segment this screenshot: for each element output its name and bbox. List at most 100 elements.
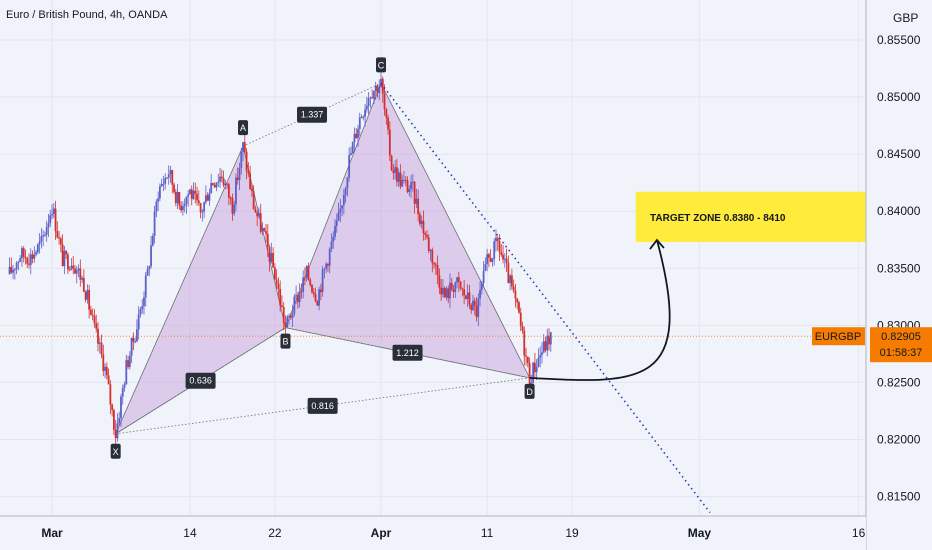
candle-up [493,241,496,259]
candle-up [44,234,46,236]
candle-up [70,265,73,270]
symbol-tag-text: EURGBP [815,331,861,343]
candle-up [128,355,131,367]
ratio-label [392,344,423,361]
candle-down [199,203,202,213]
candle-down [500,252,503,255]
x-tick-label: 14 [183,526,197,540]
candle-down [91,314,94,316]
candle-down [282,306,285,323]
candle-up [378,87,381,93]
point-label-c [375,57,386,73]
candle-up [348,155,351,178]
point-text: X [113,447,119,457]
point-text: B [282,337,288,347]
candle-down [296,295,299,303]
candle-down [263,228,266,231]
price-axis[interactable] [866,0,932,550]
candle-up [344,188,347,196]
candle-down [266,234,269,247]
candle-down [548,335,550,345]
candle-down [24,256,27,259]
candle-down [304,277,306,279]
candle-down [525,355,527,357]
candle-up [258,213,260,217]
candle-up [484,263,487,271]
candle-up [442,287,444,295]
candle-up [158,186,161,199]
candle-up [374,85,377,92]
candle-down [84,291,87,300]
candle-up [233,204,236,214]
candle-down [512,286,515,291]
y-tick-label: 0.85000 [877,90,921,104]
candle-up [357,128,359,138]
candle-up [153,211,156,236]
candle-down [526,356,529,364]
candle-down [450,282,453,290]
candle-down [54,208,57,232]
candle-up [365,105,368,110]
y-tick-label: 0.83500 [877,261,921,275]
candle-up [130,337,133,356]
candle-down [404,179,407,181]
x-tick-label: 11 [481,526,494,540]
candle-up [157,198,160,202]
candle-up [201,211,204,213]
candle-down [523,330,526,356]
candle-down [68,269,71,271]
x-axis-labels: Mar 14 22 Apr 11 19 May 16 [41,526,865,540]
time-axis[interactable] [0,516,866,550]
candle-down [383,93,386,110]
y-tick-label: 0.84000 [877,204,921,218]
candle-up [330,241,333,249]
price-tags: EURGBP 0.82905 01:58:37 [812,327,932,363]
candle-up [456,277,458,283]
candle-up [335,220,338,226]
candle-down [447,288,450,299]
candle-down [114,429,117,439]
candle-up [401,179,404,187]
candle-up [120,396,122,419]
candle-down [247,170,250,174]
candle-down [314,294,317,302]
candle-down [440,287,443,295]
candle-up [454,282,457,292]
candle-up [449,282,451,299]
candle-up [369,97,372,99]
candle-up [397,172,400,182]
candle-up [394,167,397,174]
candle-up [503,258,506,260]
candle-down [113,410,115,430]
candle-down [387,117,389,130]
candle-up [472,300,474,311]
candle-up [185,196,188,205]
candle-up [160,184,163,187]
candle-up [118,418,121,424]
candle-down [277,283,280,290]
candle-up [141,306,144,310]
candle-up [235,177,237,205]
ratio-text: 1.212 [396,348,419,358]
candle-up [353,133,356,143]
grid [0,0,866,516]
candle-down [190,189,193,199]
candle-up [358,117,361,129]
candle-up [12,269,14,273]
candle-up [325,263,328,269]
candle-down [88,289,91,310]
candle-down [438,275,441,288]
candle-down [107,375,110,385]
candle-up [75,269,78,274]
candle-up [215,182,218,188]
currency-label: GBP [893,11,918,25]
candle-up [208,193,211,201]
candle-down [390,155,393,171]
candle-down [171,170,174,185]
candle-up [8,266,11,274]
candle-down [496,237,499,242]
candle-down [510,275,513,287]
candle-down [459,281,462,289]
candle-up [328,248,331,266]
